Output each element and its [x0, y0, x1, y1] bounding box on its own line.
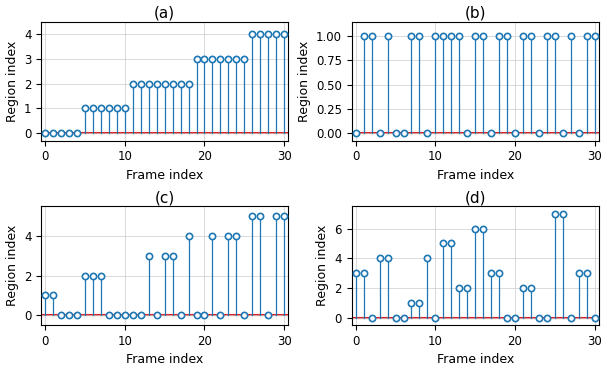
- X-axis label: Frame index: Frame index: [437, 169, 514, 182]
- Y-axis label: Region index: Region index: [316, 225, 329, 307]
- Y-axis label: Region index: Region index: [5, 41, 19, 122]
- Title: (c): (c): [154, 190, 175, 205]
- Title: (b): (b): [465, 6, 486, 20]
- Title: (a): (a): [154, 6, 175, 20]
- X-axis label: Frame index: Frame index: [437, 353, 514, 366]
- X-axis label: Frame index: Frame index: [126, 353, 203, 366]
- Y-axis label: Region index: Region index: [297, 41, 311, 122]
- Y-axis label: Region index: Region index: [5, 225, 19, 307]
- X-axis label: Frame index: Frame index: [126, 169, 203, 182]
- Title: (d): (d): [465, 190, 486, 205]
